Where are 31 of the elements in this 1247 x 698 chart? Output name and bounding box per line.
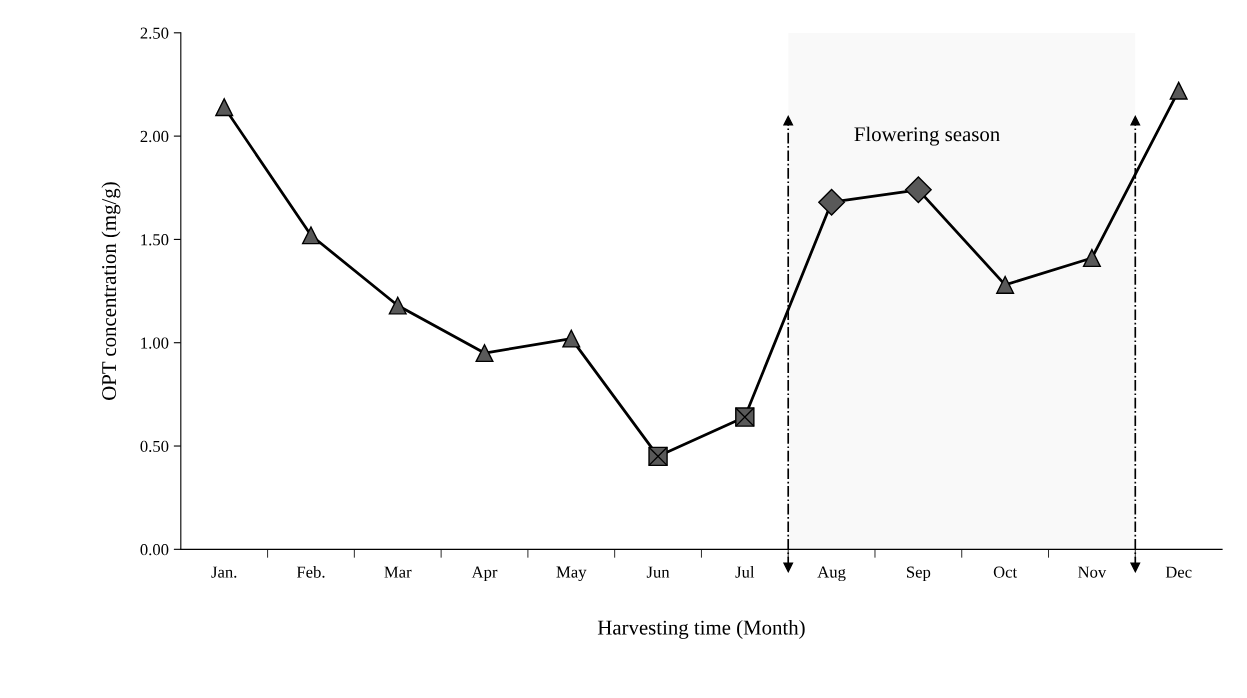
y-tick-label: 2.50 — [140, 27, 169, 39]
band-label: Flowering season — [854, 126, 1000, 146]
point — [388, 296, 407, 315]
x-tick-label: Dec — [1165, 566, 1192, 578]
x-tick-label: Jul — [735, 565, 755, 578]
x-tick-label: Aug — [817, 566, 846, 582]
point — [996, 275, 1015, 294]
x-tick-label: Feb. — [296, 565, 325, 578]
point — [818, 188, 846, 216]
x-tick-label: Apr — [471, 566, 498, 582]
point — [562, 329, 581, 348]
x-tick-label: Sep — [906, 566, 931, 582]
point — [904, 176, 932, 204]
point — [215, 98, 234, 117]
x-tick-label: Jan. — [211, 566, 237, 578]
point — [1169, 81, 1188, 100]
y-tick-label: 1.50 — [141, 234, 169, 246]
y-tick-label: 1.00 — [141, 337, 169, 349]
y-tick-label: 0.50 — [140, 440, 169, 453]
x-tick-label: Jun — [646, 566, 670, 578]
point — [301, 226, 320, 245]
x-axis-title: Harvesting time (Month) — [597, 620, 805, 639]
x-tick-label: Oct — [993, 566, 1018, 578]
point — [475, 344, 494, 363]
y-axis-title: OPT concentration (mg/g) — [101, 182, 121, 400]
y-tick-label: 2.00 — [140, 130, 169, 143]
x-tick-label: May — [556, 566, 587, 582]
point — [1082, 248, 1101, 268]
x-tick-label: Nov — [1078, 566, 1107, 578]
y-tick-label: 0.00 — [140, 544, 169, 556]
x-tick-label: Mar — [384, 566, 412, 578]
